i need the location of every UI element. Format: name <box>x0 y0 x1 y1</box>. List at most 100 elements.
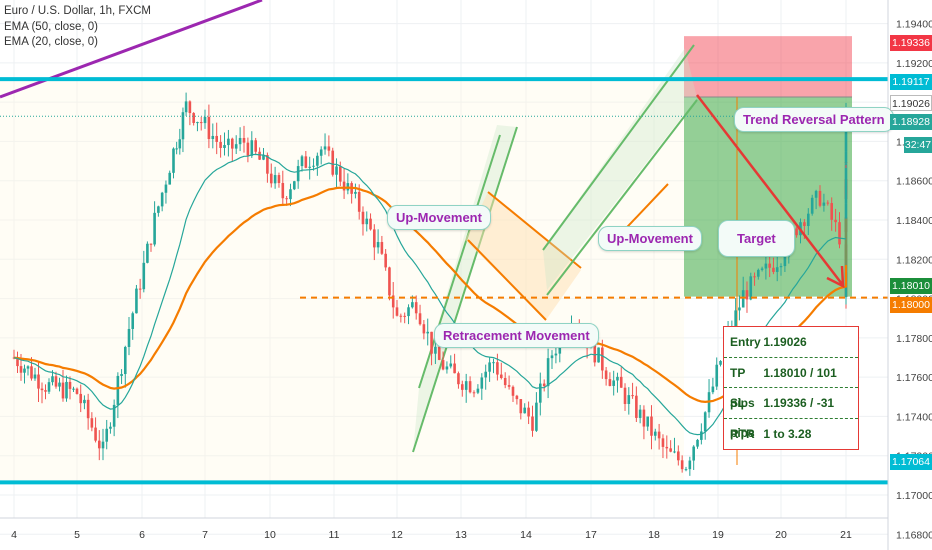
candle-body <box>661 438 665 447</box>
candle-body <box>623 387 627 404</box>
retracement-line-upper <box>487 191 582 269</box>
candle-body <box>803 222 806 227</box>
candle-body <box>472 392 476 394</box>
callout-up-movement-2[interactable]: Up-Movement <box>598 226 702 251</box>
candle-body <box>688 460 692 470</box>
entry-value: 1.19026 <box>763 335 807 349</box>
x-tick-label: 13 <box>455 529 467 541</box>
y-tick-label: 1.19200 <box>896 58 932 70</box>
candle-body <box>669 448 672 452</box>
candle-body <box>764 263 768 269</box>
chart-legend: Euro / U.S. Dollar, 1h, FXCM EMA (50, cl… <box>4 4 151 51</box>
callout-target[interactable]: Target <box>718 220 795 257</box>
candle-body <box>468 381 472 393</box>
candle-body <box>342 181 346 191</box>
candle-body <box>127 328 131 347</box>
candle-body <box>289 189 292 200</box>
candle-body <box>757 269 760 277</box>
candle-body <box>745 290 749 300</box>
x-tick-label: 19 <box>712 529 724 541</box>
x-tick-label: 18 <box>648 529 660 541</box>
candle-body <box>445 366 449 370</box>
candle-body <box>476 388 480 393</box>
candle-body <box>814 190 818 198</box>
candle-body <box>86 399 90 419</box>
x-tick-label: 4 <box>11 529 17 541</box>
candle-body <box>554 353 558 356</box>
y-tick-label: 1.18400 <box>896 215 932 227</box>
y-tick-label: 1.16800 <box>896 529 932 541</box>
x-tick-label: 7 <box>202 529 208 541</box>
callout-up-movement-1[interactable]: Up-Movement <box>387 205 491 230</box>
y-tick-label: 1.17400 <box>896 411 932 423</box>
retracement-line-lower <box>467 239 547 321</box>
candle-body <box>775 267 779 272</box>
candle-body <box>631 395 634 397</box>
legend-ema20: EMA (20, close, 0) <box>4 36 98 48</box>
callout-retracement[interactable]: Retracement Movement <box>434 323 599 348</box>
candle-body <box>250 140 254 156</box>
candle-body <box>457 373 460 385</box>
candle-body <box>90 418 94 428</box>
candle-body <box>135 288 138 314</box>
candle-body <box>40 388 44 391</box>
candle-body <box>779 266 783 268</box>
candle-body <box>172 148 175 173</box>
candle-body <box>616 376 619 381</box>
candle-body <box>719 361 722 365</box>
candle-body <box>519 399 523 414</box>
last-price-label: 1.18928 <box>890 114 932 130</box>
candle-body <box>418 313 422 325</box>
entry-label: Entry <box>730 335 761 349</box>
candle-body <box>760 268 764 270</box>
rtr-label: RTR <box>730 426 755 441</box>
candle-body <box>153 212 156 245</box>
trade-summary-box[interactable]: Entry 1.19026 TP 1.18010 / 101 pips SL 1… <box>723 326 859 450</box>
candle-body <box>546 358 550 387</box>
candle-body <box>795 228 798 236</box>
candle-body <box>266 155 269 174</box>
callout-trend-reversal[interactable]: Trend Reversal Pattern <box>734 107 894 132</box>
candle-body <box>696 439 699 447</box>
candle-body <box>312 165 315 167</box>
candle-body <box>749 276 753 300</box>
candle-body <box>500 374 503 378</box>
candle-body <box>246 142 250 156</box>
candle-body <box>44 390 47 392</box>
candle-body <box>354 191 357 194</box>
candle-body <box>391 295 395 308</box>
candle-body <box>399 315 403 317</box>
candle-body <box>653 431 657 436</box>
candle-body <box>109 426 112 429</box>
candle-body <box>203 116 207 124</box>
candle-body <box>97 440 101 449</box>
candle-body <box>503 377 507 386</box>
candle-body <box>192 113 195 123</box>
x-tick-label: 10 <box>264 529 276 541</box>
countdown-label: 32:47 <box>904 137 932 153</box>
resistance-price-label: 1.19117 <box>890 74 932 90</box>
candle-body <box>215 135 218 142</box>
range-zone <box>0 79 684 483</box>
candle-body <box>357 191 361 212</box>
candle-body <box>83 399 86 404</box>
candle-body <box>741 290 745 308</box>
candle-body <box>51 376 54 383</box>
candle-body <box>238 137 242 145</box>
candle-body <box>395 307 399 316</box>
candle-body <box>484 371 487 378</box>
x-tick-label: 21 <box>840 529 852 541</box>
candle-body <box>810 197 814 214</box>
candle-body <box>16 357 19 367</box>
candle-body <box>692 446 695 461</box>
candle-body <box>33 374 37 379</box>
candle-body <box>492 362 495 364</box>
candle-body <box>277 175 281 184</box>
sl-price-label: 1.19336 <box>890 35 932 51</box>
projection-arrow <box>696 94 843 285</box>
candle-body <box>234 144 238 149</box>
candle-body <box>61 382 65 399</box>
candle-body <box>227 138 230 146</box>
candle-body <box>207 116 211 140</box>
